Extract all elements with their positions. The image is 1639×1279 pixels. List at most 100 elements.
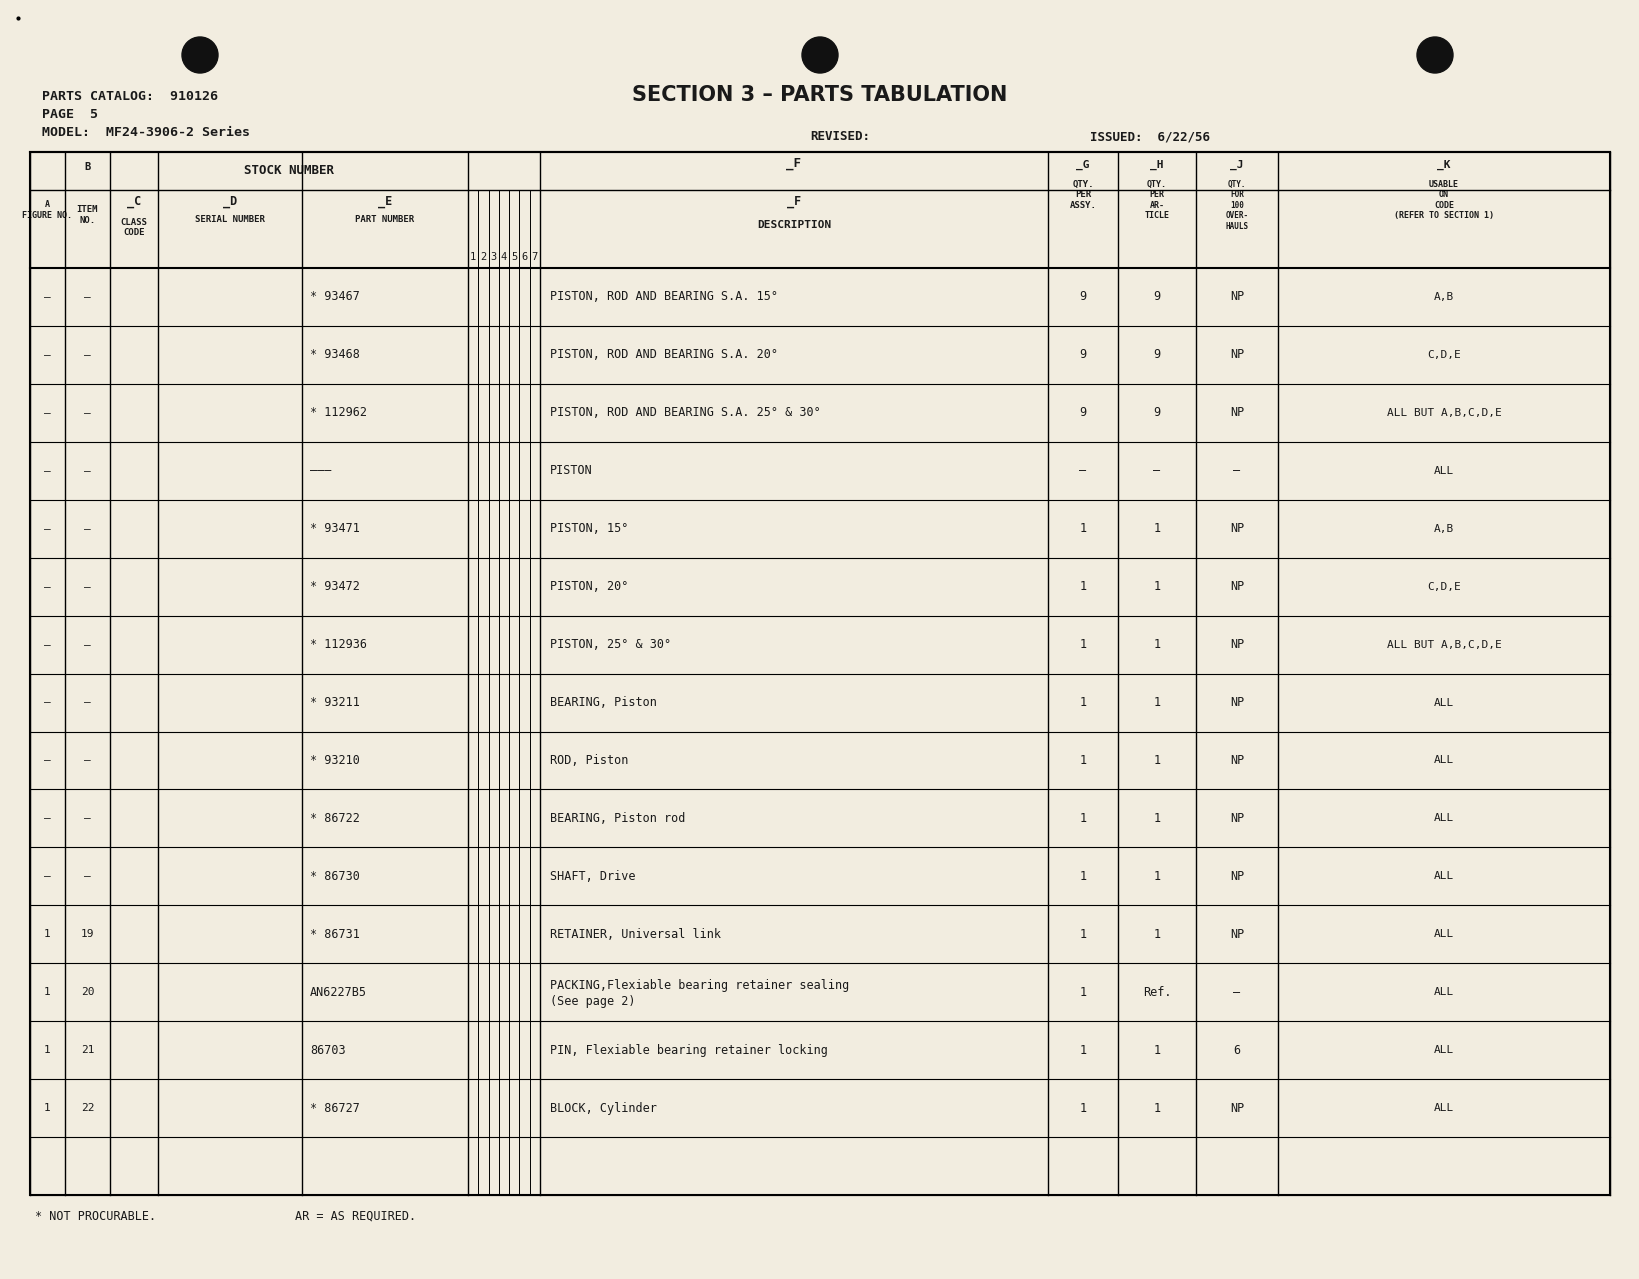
- Text: NP: NP: [1229, 522, 1244, 535]
- Text: 1: 1: [44, 1045, 51, 1055]
- Text: NP: NP: [1229, 753, 1244, 767]
- Text: * 93471: * 93471: [310, 522, 359, 535]
- Text: –: –: [44, 756, 51, 765]
- Text: 6: 6: [521, 252, 528, 262]
- Text: ̲H: ̲H: [1149, 160, 1164, 170]
- Circle shape: [182, 37, 218, 73]
- Text: BLOCK, Cylinder: BLOCK, Cylinder: [549, 1101, 657, 1114]
- Text: ̲E: ̲E: [377, 194, 392, 208]
- Text: 1: 1: [1152, 927, 1160, 941]
- Text: QTY.
PER
AR-
TICLE: QTY. PER AR- TICLE: [1144, 180, 1169, 220]
- Text: ̲D: ̲D: [223, 194, 238, 208]
- Text: 2: 2: [480, 252, 487, 262]
- Text: 6: 6: [1233, 1044, 1239, 1056]
- Text: USABLE
ON
CODE
(REFER TO SECTION 1): USABLE ON CODE (REFER TO SECTION 1): [1393, 180, 1493, 220]
- Text: –: –: [1078, 464, 1087, 477]
- Text: A,B: A,B: [1432, 523, 1454, 533]
- Text: * 93210: * 93210: [310, 753, 359, 767]
- Text: ̲J: ̲J: [1229, 160, 1242, 170]
- Text: –: –: [44, 466, 51, 476]
- Text: * NOT PROCURABLE.: * NOT PROCURABLE.: [34, 1210, 156, 1223]
- Text: * 86730: * 86730: [310, 870, 359, 883]
- Text: * 93467: * 93467: [310, 290, 359, 303]
- Text: PISTON, 25° & 30°: PISTON, 25° & 30°: [549, 638, 670, 651]
- Text: ̲F: ̲F: [787, 156, 801, 170]
- Text: ROD, Piston: ROD, Piston: [549, 753, 628, 767]
- Text: 21: 21: [80, 1045, 93, 1055]
- Text: 86703: 86703: [310, 1044, 346, 1056]
- Text: ALL: ALL: [1432, 871, 1454, 881]
- Text: 22: 22: [80, 1102, 93, 1113]
- Text: –: –: [44, 697, 51, 707]
- Text: NP: NP: [1229, 696, 1244, 709]
- Text: ALL: ALL: [1432, 1102, 1454, 1113]
- Text: QTY.
PER
ASSY.: QTY. PER ASSY.: [1069, 180, 1096, 210]
- Text: 1: 1: [1078, 1044, 1087, 1056]
- Text: AR = AS REQUIRED.: AR = AS REQUIRED.: [295, 1210, 416, 1223]
- Text: REVISED:: REVISED:: [810, 130, 869, 143]
- Text: (See page 2): (See page 2): [549, 995, 636, 1008]
- Text: * 86722: * 86722: [310, 812, 359, 825]
- Text: NP: NP: [1229, 927, 1244, 941]
- Text: MODEL:  MF24-3906-2 Series: MODEL: MF24-3906-2 Series: [43, 127, 249, 139]
- Text: NP: NP: [1229, 812, 1244, 825]
- Text: –: –: [1152, 464, 1160, 477]
- Text: PISTON: PISTON: [549, 464, 592, 477]
- Text: –: –: [44, 871, 51, 881]
- Text: 9: 9: [1152, 290, 1160, 303]
- Text: ALL BUT A,B,C,D,E: ALL BUT A,B,C,D,E: [1387, 640, 1500, 650]
- Text: * 112962: * 112962: [310, 407, 367, 420]
- Text: 1: 1: [1078, 927, 1087, 941]
- Text: –: –: [44, 813, 51, 824]
- Text: * 93211: * 93211: [310, 696, 359, 709]
- Text: 1: 1: [1078, 581, 1087, 593]
- Text: –: –: [84, 756, 90, 765]
- Text: PART NUMBER: PART NUMBER: [356, 215, 415, 224]
- Text: ̲K: ̲K: [1436, 160, 1451, 170]
- Circle shape: [1416, 37, 1452, 73]
- Text: 3: 3: [490, 252, 497, 262]
- Text: NP: NP: [1229, 348, 1244, 362]
- Text: –: –: [44, 350, 51, 359]
- Text: 9: 9: [1078, 348, 1087, 362]
- Text: ̲F: ̲F: [787, 194, 800, 208]
- Text: 20: 20: [80, 987, 93, 998]
- Text: ISSUED:  6/22/56: ISSUED: 6/22/56: [1090, 130, 1210, 143]
- Text: PACKING,Flexiable bearing retainer sealing: PACKING,Flexiable bearing retainer seali…: [549, 978, 849, 991]
- Text: PISTON, 15°: PISTON, 15°: [549, 522, 628, 535]
- Text: –: –: [84, 871, 90, 881]
- Text: AN6227B5: AN6227B5: [310, 986, 367, 999]
- Text: ̲G: ̲G: [1075, 160, 1088, 170]
- Text: NP: NP: [1229, 581, 1244, 593]
- Text: PARTS CATALOG:  910126: PARTS CATALOG: 910126: [43, 90, 218, 104]
- Text: PISTON, ROD AND BEARING S.A. 15°: PISTON, ROD AND BEARING S.A. 15°: [549, 290, 777, 303]
- Text: 1: 1: [470, 252, 475, 262]
- Text: ALL: ALL: [1432, 756, 1454, 765]
- Text: 5: 5: [511, 252, 516, 262]
- Text: ̲C: ̲C: [126, 194, 141, 208]
- Circle shape: [801, 37, 838, 73]
- Text: 1: 1: [1078, 870, 1087, 883]
- Text: STOCK NUMBER: STOCK NUMBER: [244, 165, 334, 178]
- Text: 9: 9: [1152, 407, 1160, 420]
- Text: ALL: ALL: [1432, 697, 1454, 707]
- Text: B: B: [84, 162, 90, 171]
- Text: SECTION 3 – PARTS TABULATION: SECTION 3 – PARTS TABULATION: [633, 84, 1006, 105]
- Text: DESCRIPTION: DESCRIPTION: [757, 220, 831, 230]
- Text: SERIAL NUMBER: SERIAL NUMBER: [195, 215, 266, 224]
- Text: BEARING, Piston: BEARING, Piston: [549, 696, 657, 709]
- Text: 1: 1: [1078, 696, 1087, 709]
- Text: –: –: [44, 292, 51, 302]
- Text: RETAINER, Universal link: RETAINER, Universal link: [549, 927, 721, 941]
- Text: SHAFT, Drive: SHAFT, Drive: [549, 870, 636, 883]
- Text: ALL: ALL: [1432, 466, 1454, 476]
- Text: QTY.
FOR
100
OVER-
HAULS: QTY. FOR 100 OVER- HAULS: [1224, 180, 1247, 230]
- Text: 1: 1: [1152, 581, 1160, 593]
- Text: –: –: [84, 466, 90, 476]
- Text: ALL BUT A,B,C,D,E: ALL BUT A,B,C,D,E: [1387, 408, 1500, 418]
- Text: ALL: ALL: [1432, 930, 1454, 939]
- Text: 1: 1: [1152, 638, 1160, 651]
- Text: 1: 1: [1152, 1044, 1160, 1056]
- Text: 1: 1: [1152, 753, 1160, 767]
- Text: 1: 1: [1078, 812, 1087, 825]
